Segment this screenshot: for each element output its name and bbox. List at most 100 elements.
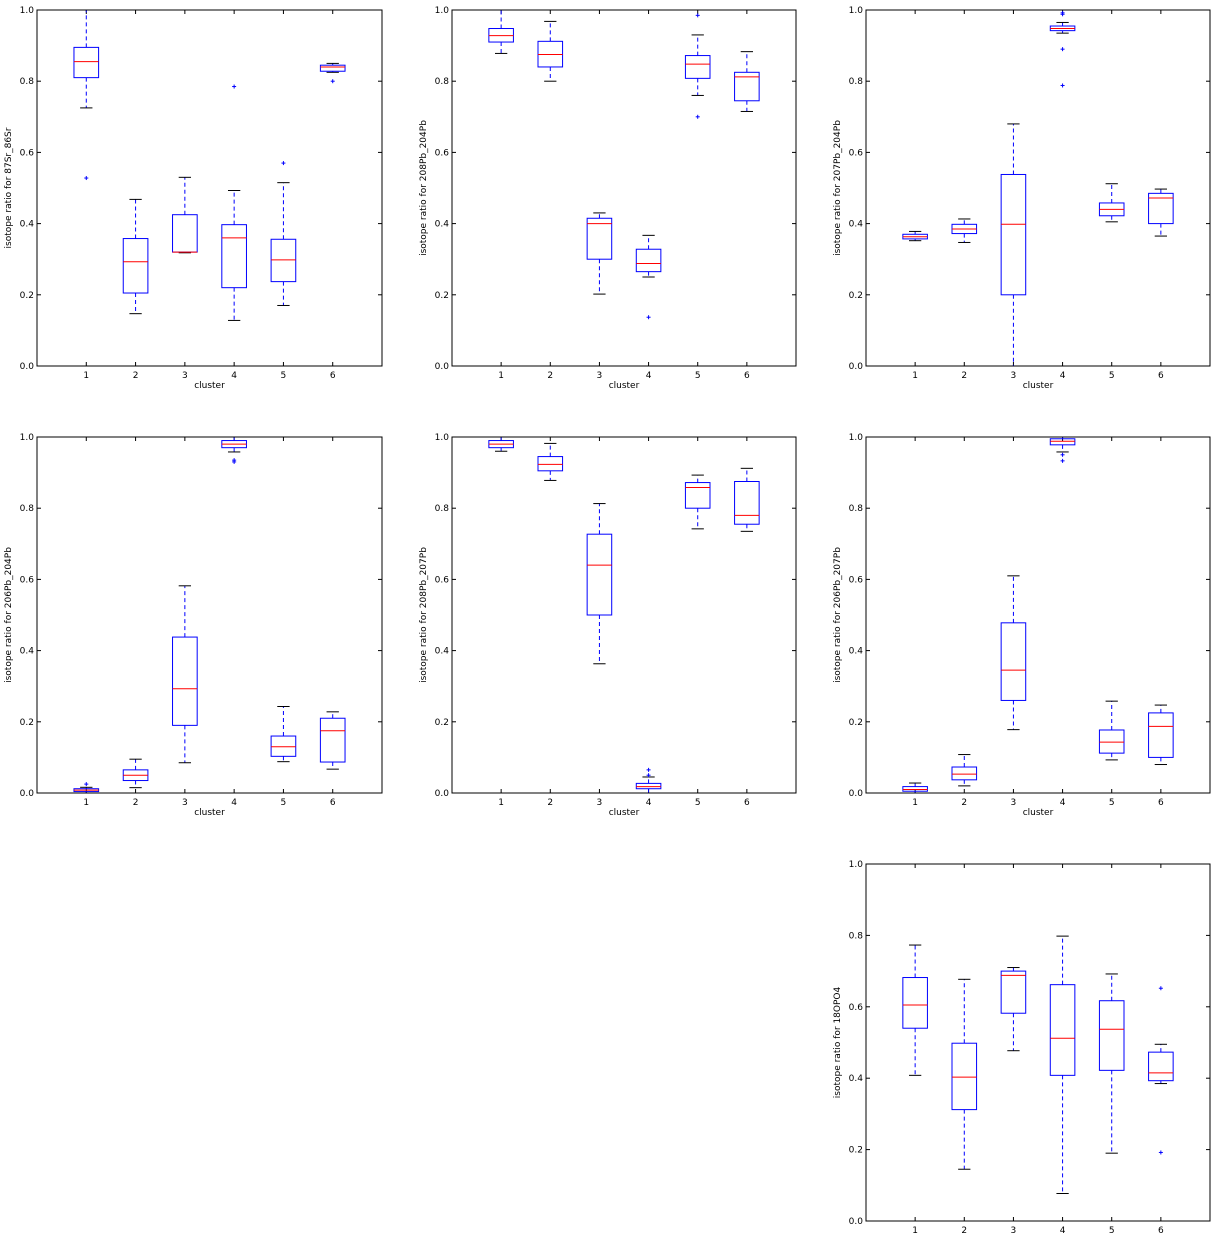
box-cluster-3 xyxy=(586,503,613,665)
plot-frame xyxy=(865,863,1211,1222)
box-cluster-2 xyxy=(951,754,978,787)
x-tick-label: 4 xyxy=(231,371,237,381)
x-tick-label: 3 xyxy=(1011,1226,1017,1235)
box-iqr xyxy=(734,71,760,102)
box-iqr xyxy=(684,55,711,79)
y-tick-label: 0.2 xyxy=(849,291,863,301)
box-iqr xyxy=(902,977,928,1029)
boxplot-panel-3: 0.0 0.2 0.4 0.6 0.8 1.0 1 2 3 4 5 6 cluster isotope r… xyxy=(833,6,1211,391)
flier-marker xyxy=(330,79,335,84)
box-cluster-1 xyxy=(488,9,514,54)
flier-marker xyxy=(1060,83,1065,88)
box-iqr xyxy=(1049,984,1076,1076)
box-iqr xyxy=(635,248,662,273)
x-axis-label: cluster xyxy=(1023,381,1054,391)
boxplot-panel-4: 0.0 0.2 0.4 0.6 0.8 1.0 1 2 3 4 5 6 cluster isotope r… xyxy=(4,433,383,818)
y-tick-label: 0.4 xyxy=(435,220,450,230)
y-tick-label: 0.6 xyxy=(849,575,864,585)
y-tick-label: 0.4 xyxy=(849,647,864,657)
x-tick-label: 3 xyxy=(1011,798,1017,808)
x-tick-label: 3 xyxy=(182,798,188,808)
box-iqr xyxy=(1098,1000,1125,1071)
y-tick-label: 0.6 xyxy=(435,148,450,158)
y-tick-label: 1.0 xyxy=(849,433,864,443)
y-tick-label: 0.2 xyxy=(20,718,34,728)
x-tick-label: 3 xyxy=(1011,371,1017,381)
box-iqr xyxy=(172,636,198,726)
x-axis-label: cluster xyxy=(1023,808,1054,818)
y-tick-label: 0.4 xyxy=(20,220,35,230)
flier-marker xyxy=(1060,12,1065,17)
plot-frame xyxy=(36,436,383,794)
x-tick-label: 1 xyxy=(83,371,89,381)
boxplot-panel-6: 0.0 0.2 0.4 0.6 0.8 1.0 1 2 3 4 5 6 cluster isotope r… xyxy=(833,433,1211,818)
x-tick-label: 2 xyxy=(133,798,139,808)
box-cluster-3 xyxy=(586,212,613,295)
box-cluster-5 xyxy=(1098,973,1125,1154)
box-iqr xyxy=(586,533,613,616)
flier-marker xyxy=(281,161,286,166)
x-tick-label: 2 xyxy=(547,798,553,808)
box-cluster-6 xyxy=(1148,188,1174,237)
plot-frame xyxy=(451,436,797,794)
box-iqr xyxy=(1148,192,1174,225)
x-tick-label: 5 xyxy=(695,798,701,808)
y-tick-label: 0.0 xyxy=(20,362,35,372)
boxplot-panel-1: 0.0 0.2 0.4 0.6 0.8 1.0 1 2 3 4 5 6 cluster isotope r… xyxy=(4,6,383,391)
y-tick-label: 1.0 xyxy=(435,433,450,443)
y-tick-label: 0.8 xyxy=(20,77,35,87)
y-axis-label: isotope ratio for 208Pb_204Pb xyxy=(419,120,429,256)
x-tick-label: 4 xyxy=(1060,798,1066,808)
x-tick-label: 5 xyxy=(1109,1226,1115,1235)
x-tick-label: 2 xyxy=(961,371,967,381)
x-tick-label: 5 xyxy=(281,371,287,381)
x-tick-label: 6 xyxy=(744,371,750,381)
box-iqr xyxy=(221,224,247,289)
box-cluster-2 xyxy=(122,758,149,789)
flier-marker xyxy=(646,315,651,320)
box-cluster-1 xyxy=(73,9,100,181)
y-tick-label: 0.6 xyxy=(849,148,864,158)
x-tick-label: 6 xyxy=(1158,371,1164,381)
box-cluster-2 xyxy=(537,20,564,82)
box-cluster-6 xyxy=(1148,986,1174,1155)
x-tick-label: 1 xyxy=(498,798,504,808)
x-axis-label: cluster xyxy=(194,381,225,391)
y-tick-label: 0.6 xyxy=(849,1003,864,1013)
box-cluster-5 xyxy=(684,13,711,119)
box-iqr xyxy=(172,214,198,253)
x-tick-label: 6 xyxy=(1158,1226,1164,1235)
box-iqr xyxy=(319,717,346,763)
box-cluster-3 xyxy=(1000,575,1027,731)
box-iqr xyxy=(1049,438,1076,446)
box-cluster-4 xyxy=(1049,10,1076,88)
x-tick-label: 1 xyxy=(912,798,918,808)
box-iqr xyxy=(1000,173,1027,296)
y-tick-label: 0.6 xyxy=(20,148,35,158)
box-cluster-1 xyxy=(488,436,514,452)
boxplot-panel-5: 0.0 0.2 0.4 0.6 0.8 1.0 1 2 3 4 5 6 cluster isotope r… xyxy=(419,433,797,818)
box-iqr xyxy=(270,735,297,757)
x-tick-label: 2 xyxy=(961,1226,967,1235)
box-iqr xyxy=(1148,712,1174,758)
plot-frame xyxy=(451,9,797,367)
box-iqr xyxy=(951,1042,978,1111)
box-cluster-2 xyxy=(951,218,978,243)
box-cluster-6 xyxy=(734,51,760,112)
y-axis-label: isotope ratio for 87Sr_86Sr xyxy=(4,127,14,248)
box-cluster-6 xyxy=(1148,704,1174,766)
box-iqr xyxy=(1000,970,1027,1014)
y-tick-label: 0.8 xyxy=(435,504,450,514)
y-tick-label: 1.0 xyxy=(20,433,35,443)
y-tick-label: 1.0 xyxy=(20,6,35,16)
box-iqr xyxy=(951,766,978,781)
box-iqr xyxy=(537,456,564,472)
y-tick-label: 0.6 xyxy=(435,575,450,585)
y-tick-label: 0.0 xyxy=(435,789,450,799)
y-tick-label: 0.6 xyxy=(20,575,35,585)
flier-marker xyxy=(232,459,237,464)
box-cluster-6 xyxy=(319,711,346,770)
y-tick-label: 0.0 xyxy=(20,789,35,799)
y-tick-label: 0.8 xyxy=(849,931,864,941)
x-tick-label: 4 xyxy=(231,798,237,808)
